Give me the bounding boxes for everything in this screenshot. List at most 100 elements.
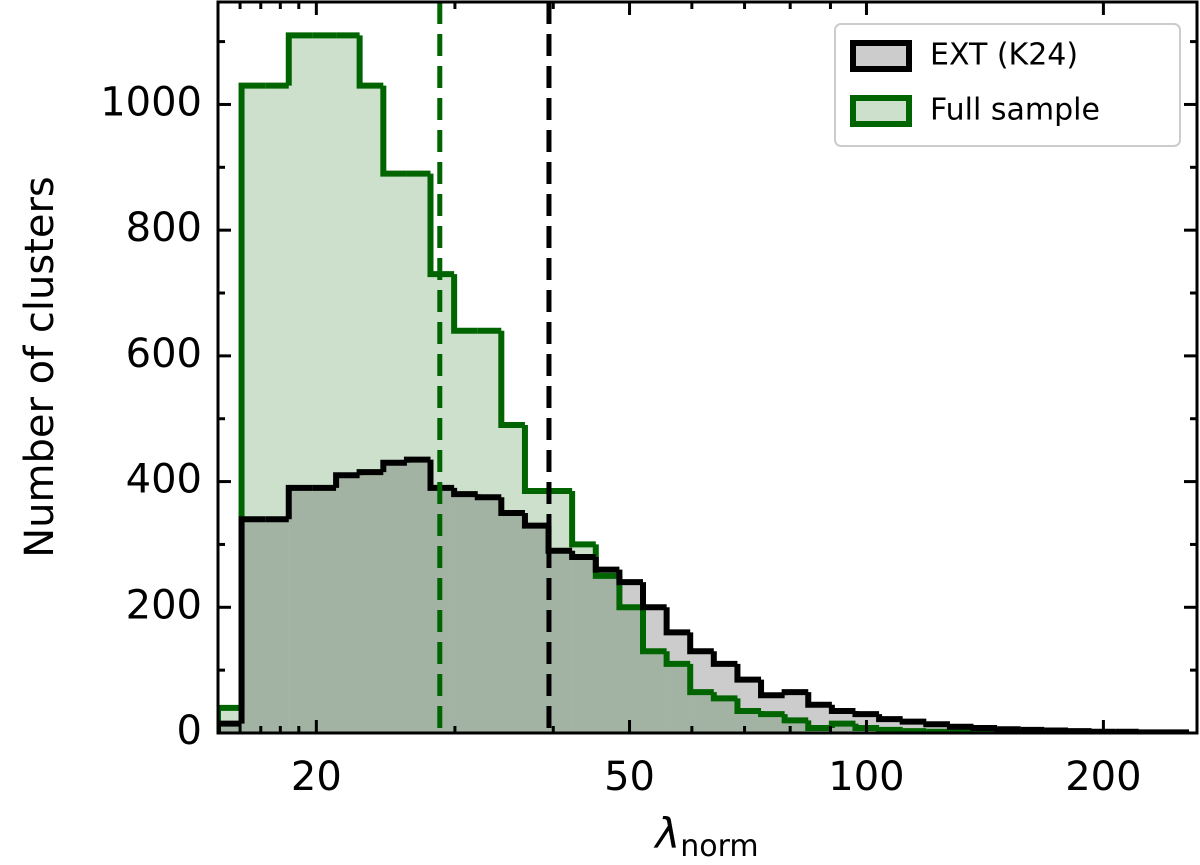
hist-bar bbox=[383, 462, 407, 733]
hist-bar bbox=[241, 519, 266, 733]
hist-step bbox=[592, 544, 620, 579]
hist-step bbox=[710, 651, 738, 667]
y-tick-label: 400 bbox=[126, 457, 202, 503]
hist-step bbox=[640, 582, 667, 611]
hist-bar bbox=[666, 663, 691, 733]
hist-step bbox=[758, 679, 785, 699]
y-tick-label: 600 bbox=[126, 331, 202, 377]
x-axis-label: λnorm bbox=[653, 809, 758, 864]
hist-bar bbox=[572, 544, 596, 733]
hist-step bbox=[876, 714, 903, 723]
hist-bar bbox=[572, 557, 596, 733]
x-tick-label: 100 bbox=[828, 754, 904, 800]
hist-step bbox=[592, 557, 620, 573]
hist-step bbox=[238, 516, 266, 724]
hist-bar bbox=[477, 330, 502, 733]
hist-bar bbox=[336, 475, 360, 733]
hist-step bbox=[758, 711, 785, 718]
hist-step bbox=[781, 689, 809, 696]
hist-step bbox=[734, 698, 762, 715]
hist-bar bbox=[477, 497, 502, 733]
hist-bar bbox=[666, 632, 691, 733]
hist-step bbox=[569, 491, 596, 548]
hist-bar bbox=[359, 85, 384, 733]
hist-bar bbox=[784, 692, 809, 733]
hist-step bbox=[238, 82, 266, 708]
hist-bar bbox=[619, 582, 644, 733]
hist-bar bbox=[265, 85, 289, 733]
hist-bar bbox=[690, 692, 714, 733]
hist-step bbox=[427, 459, 455, 491]
hist-bar bbox=[643, 651, 667, 733]
hist-step bbox=[218, 720, 242, 733]
x-tick-label: 200 bbox=[1065, 754, 1141, 800]
y-tick-label: 0 bbox=[177, 708, 202, 754]
hist-step bbox=[781, 714, 809, 724]
hist-step bbox=[828, 704, 856, 715]
hist-step bbox=[285, 484, 313, 520]
hist-bar bbox=[595, 575, 620, 733]
hist-bar bbox=[218, 723, 242, 733]
hist-bar bbox=[430, 274, 455, 733]
plot-area bbox=[218, 2, 1190, 733]
hist-step bbox=[1064, 728, 1092, 733]
hist-bar bbox=[761, 714, 785, 733]
hist-bar bbox=[926, 724, 950, 733]
hist-step bbox=[899, 728, 927, 733]
hist-bar bbox=[524, 525, 549, 733]
hist-bar bbox=[336, 35, 360, 733]
hist-step bbox=[970, 724, 998, 731]
hist-bar bbox=[643, 607, 667, 733]
hist-bar bbox=[383, 173, 407, 733]
hist-step bbox=[663, 607, 691, 636]
x-axis-label-subscript: norm bbox=[680, 829, 758, 864]
hist-step bbox=[852, 711, 880, 718]
y-tick-label: 1000 bbox=[100, 79, 202, 125]
hist-step bbox=[734, 663, 762, 683]
hist-step bbox=[687, 663, 714, 696]
hist-step bbox=[218, 704, 242, 733]
hist-bar bbox=[241, 85, 266, 733]
x-axis-label-symbol: λ bbox=[653, 809, 680, 858]
hist-bar bbox=[359, 472, 384, 733]
hist-step bbox=[663, 651, 691, 667]
hist-step bbox=[498, 330, 525, 429]
legend-swatch bbox=[850, 40, 912, 72]
hist-step bbox=[451, 487, 478, 498]
hist-step bbox=[380, 85, 407, 177]
hist-step bbox=[805, 692, 832, 708]
hist-step bbox=[946, 723, 974, 730]
hist-step bbox=[356, 35, 384, 89]
hist-bar bbox=[713, 698, 738, 733]
x-tick-label: 50 bbox=[604, 754, 655, 800]
hist-step bbox=[805, 720, 832, 731]
hist-step bbox=[521, 513, 549, 529]
hist-bar bbox=[737, 679, 762, 733]
hist-bar bbox=[288, 487, 313, 733]
hist-step bbox=[994, 726, 1021, 733]
hist-step bbox=[710, 692, 738, 702]
hist-bar bbox=[406, 173, 431, 733]
hist-bar bbox=[501, 513, 525, 733]
hist-step bbox=[498, 497, 525, 517]
hist-step bbox=[427, 173, 455, 278]
hist-bar bbox=[312, 487, 337, 733]
hist-step bbox=[616, 569, 644, 586]
x-tick-label: 20 bbox=[291, 754, 342, 800]
hist-step bbox=[356, 469, 384, 476]
hist-bar bbox=[312, 35, 337, 733]
hist-step bbox=[1041, 727, 1068, 733]
hist-bar bbox=[619, 607, 644, 733]
hist-bar bbox=[595, 569, 620, 733]
hist-step bbox=[1017, 726, 1045, 733]
hist-bar bbox=[288, 35, 313, 733]
hist-bar bbox=[218, 707, 242, 733]
axes-frame bbox=[216, 0, 1199, 735]
hist-step bbox=[451, 274, 478, 334]
hist-step bbox=[640, 607, 667, 655]
y-tick-label: 800 bbox=[126, 205, 202, 251]
hist-bar bbox=[548, 550, 573, 733]
legend-box bbox=[834, 23, 1181, 147]
hist-bar bbox=[406, 459, 431, 733]
